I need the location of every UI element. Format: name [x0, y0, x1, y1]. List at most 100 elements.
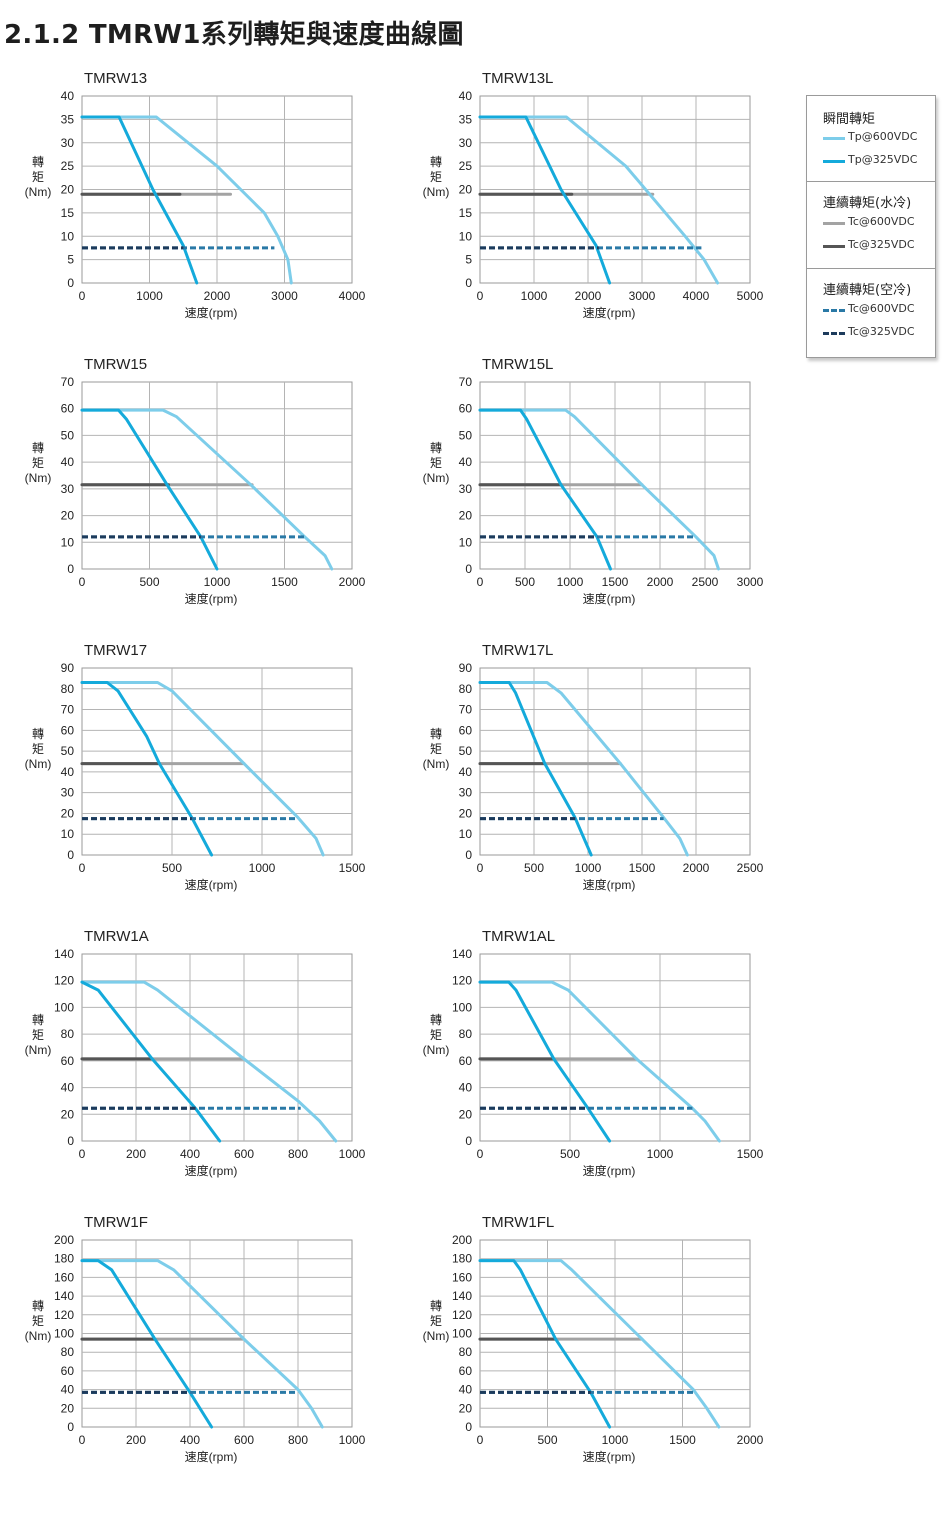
- y-tick-label: 80: [61, 682, 75, 696]
- x-tick-label: 0: [79, 289, 86, 303]
- y-axis-label: 轉: [32, 441, 44, 455]
- legend-label: Tc@600VDC: [848, 302, 915, 315]
- y-tick-label: 0: [67, 1420, 74, 1434]
- y-tick-label: 30: [459, 786, 473, 800]
- x-tick-label: 0: [79, 1433, 86, 1447]
- x-tick-label: 1000: [339, 1433, 366, 1447]
- series-line: [80, 408, 334, 571]
- x-axis-label: 速度(rpm): [583, 1449, 636, 1464]
- torque-speed-chart: TMRW17L 0 500 1000 1500 2000 2500 0 10 20 30 40 50 60…: [398, 640, 778, 920]
- series-line: [478, 980, 612, 1143]
- chart-title: TMRW13: [84, 70, 147, 87]
- legend-swatch: [823, 245, 845, 248]
- x-tick-label: 4000: [683, 289, 710, 303]
- y-tick-label: 40: [61, 1081, 75, 1095]
- y-tick-label: 160: [452, 1270, 472, 1284]
- y-axis-label: 轉: [32, 727, 44, 741]
- x-tick-label: 500: [162, 861, 182, 875]
- y-tick-label: 80: [459, 1027, 473, 1041]
- y-tick-label: 20: [459, 806, 473, 820]
- x-tick-label: 1000: [647, 1147, 674, 1161]
- y-tick-label: 60: [459, 1054, 473, 1068]
- y-tick-label: 180: [452, 1252, 472, 1266]
- y-tick-label: 10: [459, 229, 473, 243]
- chart-svg: TMRW1F 0 200 400 600 800 1000 0 20 40 60 80 100 120 14…: [25, 1214, 366, 1464]
- x-tick-label: 2500: [692, 575, 719, 589]
- y-tick-label: 10: [61, 827, 75, 841]
- x-tick-label: 600: [234, 1433, 254, 1447]
- y-tick-label: 80: [459, 1345, 473, 1359]
- torque-speed-chart: TMRW13 0 1000 2000 3000 4000 0 5 10 15 20 25 30 35 40 轉…: [0, 68, 380, 348]
- x-tick-label: 3000: [629, 289, 656, 303]
- chart-title: TMRW1FL: [482, 1214, 554, 1231]
- y-axis-label: 轉: [430, 155, 442, 169]
- x-tick-label: 2000: [683, 861, 710, 875]
- y-tick-label: 100: [452, 1000, 472, 1014]
- y-tick-label: 40: [61, 765, 75, 779]
- x-axis-label: 速度(rpm): [185, 877, 238, 892]
- series-line: [478, 115, 720, 285]
- x-tick-label: 0: [79, 861, 86, 875]
- x-tick-label: 2500: [737, 861, 764, 875]
- y-axis-label: (Nm): [25, 757, 52, 771]
- plot-frame: [479, 953, 751, 1142]
- y-axis-label: 矩: [32, 170, 44, 184]
- y-tick-label: 15: [459, 206, 473, 220]
- legend-label: Tp@325VDC: [848, 153, 918, 166]
- y-tick-label: 120: [54, 1308, 74, 1322]
- y-tick-label: 10: [459, 535, 473, 549]
- plot-frame: [479, 667, 751, 856]
- x-tick-label: 1500: [271, 575, 298, 589]
- y-tick-label: 20: [61, 509, 75, 523]
- x-tick-label: 200: [126, 1147, 146, 1161]
- legend-heading: 連續轉矩(水冷): [823, 196, 912, 211]
- y-tick-label: 0: [465, 276, 472, 290]
- y-tick-label: 0: [465, 1420, 472, 1434]
- x-axis-label: 速度(rpm): [185, 1449, 238, 1464]
- x-tick-label: 600: [234, 1147, 254, 1161]
- chart-svg: TMRW13L 0 1000 2000 3000 4000 5000 0 5 10 15 20 25 30…: [423, 70, 764, 320]
- y-tick-label: 0: [465, 562, 472, 576]
- torque-speed-chart: TMRW17 0 500 1000 1500 0 10 20 30 40 50 60 70 80 90 轉矩(…: [0, 640, 380, 920]
- series-line: [478, 681, 689, 857]
- y-tick-label: 0: [67, 276, 74, 290]
- y-tick-label: 15: [61, 206, 75, 220]
- x-tick-label: 0: [477, 861, 484, 875]
- y-axis-label: 矩: [430, 170, 442, 184]
- legend-swatch: [823, 309, 845, 312]
- y-axis-label: (Nm): [423, 1329, 450, 1343]
- y-tick-label: 80: [61, 1027, 75, 1041]
- torque-speed-chart: TMRW1AL 0 500 1000 1500 0 20 40 60 80 100 120 140 轉矩(…: [398, 926, 778, 1206]
- chart-svg: TMRW1AL 0 500 1000 1500 0 20 40 60 80 100 120 140 轉矩(…: [423, 928, 764, 1178]
- y-tick-label: 70: [459, 375, 473, 389]
- chart-title: TMRW17L: [482, 642, 553, 659]
- x-tick-label: 0: [477, 575, 484, 589]
- x-tick-label: 2000: [647, 575, 674, 589]
- y-tick-label: 30: [459, 482, 473, 496]
- y-tick-label: 40: [459, 89, 473, 103]
- torque-speed-chart: TMRW1A 0 200 400 600 800 1000 0 20 40 60 80 100 120 14…: [0, 926, 380, 1206]
- chart-svg: TMRW1A 0 200 400 600 800 1000 0 20 40 60 80 100 120 14…: [25, 928, 366, 1178]
- x-tick-label: 400: [180, 1147, 200, 1161]
- y-axis-label: 矩: [32, 456, 44, 470]
- chart-title: TMRW15: [84, 356, 147, 373]
- series-line: [478, 980, 721, 1143]
- y-tick-label: 0: [465, 1134, 472, 1148]
- y-tick-label: 20: [61, 806, 75, 820]
- series-line: [80, 408, 219, 571]
- y-axis-label: 矩: [32, 1028, 44, 1042]
- y-tick-label: 120: [452, 1308, 472, 1322]
- series-line: [80, 115, 199, 285]
- x-tick-label: 400: [180, 1433, 200, 1447]
- y-tick-label: 60: [459, 1364, 473, 1378]
- y-tick-label: 40: [61, 455, 75, 469]
- x-axis-label: 速度(rpm): [185, 305, 238, 320]
- y-tick-label: 180: [54, 1252, 74, 1266]
- y-tick-label: 20: [459, 1401, 473, 1415]
- y-tick-label: 100: [452, 1327, 472, 1341]
- y-tick-label: 30: [459, 136, 473, 150]
- x-tick-label: 1000: [575, 861, 602, 875]
- y-tick-label: 50: [459, 744, 473, 758]
- x-axis-label: 速度(rpm): [583, 591, 636, 606]
- x-axis-label: 速度(rpm): [185, 1163, 238, 1178]
